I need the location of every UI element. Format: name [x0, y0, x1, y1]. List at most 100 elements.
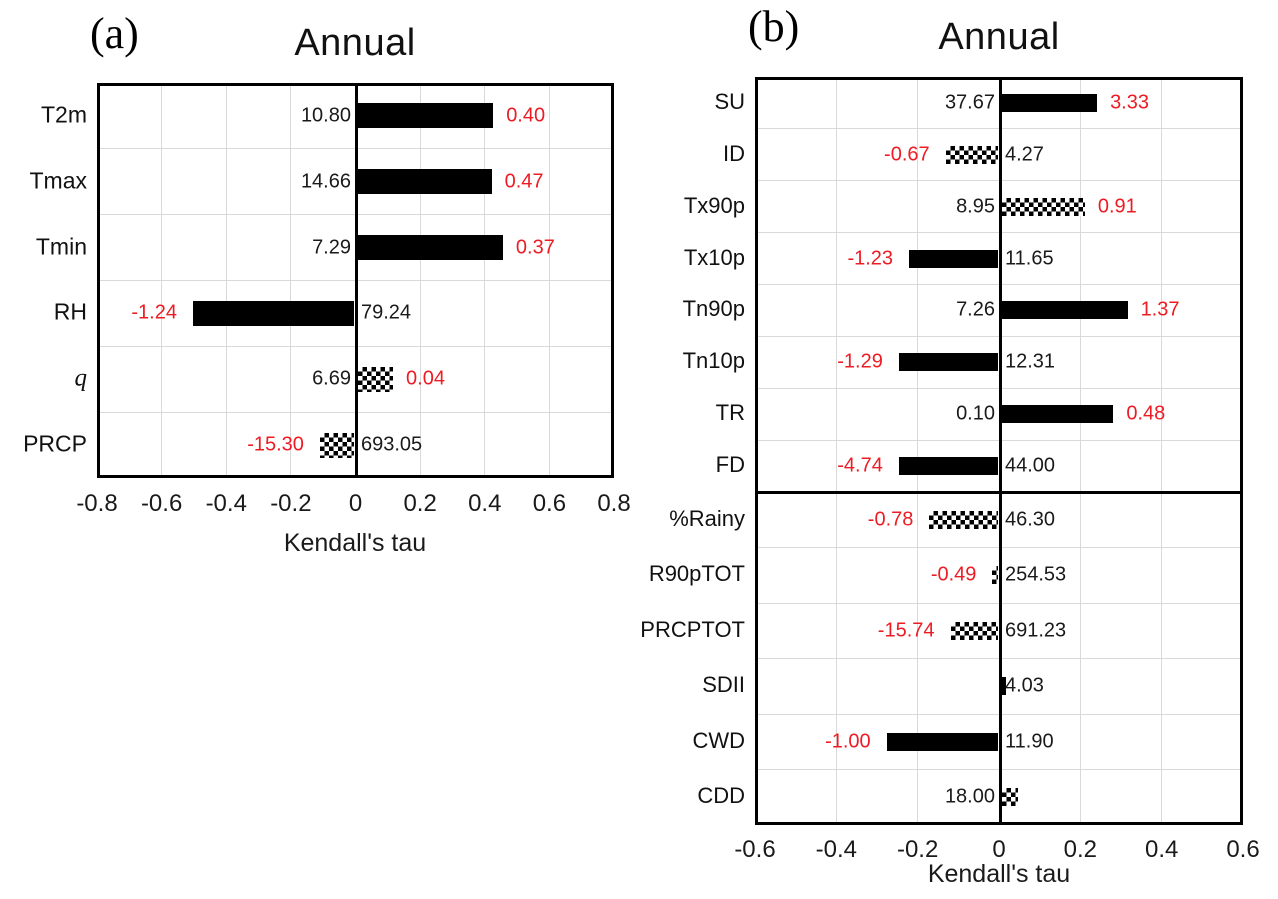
mean-value-label: 44.00: [1005, 454, 1056, 477]
tau-bar-tx90p: [1001, 197, 1085, 216]
mean-value-label: 254.53: [1005, 563, 1067, 586]
mean-value-label: 6.69: [312, 367, 351, 390]
slope-value-label: -1.29: [837, 350, 883, 373]
slope-value-label: -15.74: [877, 619, 935, 642]
panel-a-x-axis-title: Kendall's tau: [283, 529, 427, 557]
x-tick-label: 0: [348, 490, 363, 517]
slope-value-label: -15.30: [247, 433, 304, 456]
slope-value-label: -1.00: [825, 730, 871, 753]
slope-value-label: 0.47: [504, 170, 544, 193]
category-label-tn90p: Tn90p: [682, 296, 745, 322]
tau-bar-prcptot: [950, 621, 999, 640]
tau-bar-r90ptot: [992, 566, 999, 585]
category-label-tx10p: Tx10p: [683, 244, 745, 270]
category-label-tmin: Tmin: [35, 232, 87, 259]
mean-value-label: 79.24: [361, 302, 412, 325]
tau-bar-q: [357, 366, 394, 392]
x-tick-label: -0.2: [270, 490, 312, 517]
slope-value-label: 3.33: [1110, 91, 1149, 114]
category-label-r90ptot: R90pTOT: [648, 561, 745, 587]
slope-value-label: -4.74: [837, 454, 883, 477]
category-label-cwd: CWD: [692, 727, 745, 753]
mean-value-label: 11.90: [1005, 730, 1054, 753]
slope-value-label: 1.37: [1140, 299, 1180, 322]
tau-bar-fd: [898, 457, 999, 476]
x-gridline: [1079, 80, 1081, 822]
x-tick-label: 0.2: [403, 490, 437, 517]
tau-bar-cwd: [886, 732, 999, 751]
mean-value-label: 8.95: [956, 195, 995, 218]
slope-value-label: -1.23: [847, 247, 894, 270]
tau-bar-cdd: [1001, 788, 1018, 807]
x-tick-label: -0.8: [76, 490, 118, 517]
tau-bar-tr: [1001, 405, 1114, 424]
panel-a-plot-area: 10.80 0.40 14.66 0.47 7.29 0.37 79.24 -1.24 6.69…: [97, 83, 614, 478]
tau-bar-id: [945, 145, 999, 164]
category-label-t2m: T2m: [41, 101, 87, 128]
tau-bar-t2m: [357, 103, 494, 129]
slope-value-label: 0.91: [1097, 195, 1137, 218]
slope-value-label: -1.24: [131, 302, 177, 325]
tau-bar-tx10p: [909, 249, 999, 268]
panel-b-title: Annual: [938, 16, 1060, 58]
slope-value-label: 0.40: [506, 104, 546, 127]
x-gridline: [1161, 80, 1163, 822]
panel-a-title: Annual: [294, 22, 416, 64]
x-tick-label: -0.6: [140, 490, 183, 517]
mean-value-label: 693.05: [361, 433, 423, 456]
category-label-prcp: PRCP: [23, 430, 87, 457]
x-tick-label: 0.2: [1063, 836, 1098, 863]
category-label-sdii: SDII: [702, 672, 745, 698]
mean-value-label: 4.03: [1005, 674, 1044, 697]
tau-bar-prcp: [319, 432, 355, 458]
x-tick-label: -0.4: [815, 836, 857, 863]
mean-value-label: 11.65: [1005, 247, 1054, 270]
x-tick-label: 0.4: [1144, 836, 1179, 863]
panel-a-letter: (a): [90, 9, 139, 58]
x-tick-label: 0.4: [468, 490, 502, 517]
tau-bar-rainy: [929, 510, 999, 529]
slope-value-label: 0.48: [1126, 402, 1166, 425]
tau-bar-tmin: [357, 235, 503, 261]
category-label-fd: FD: [715, 451, 745, 477]
mean-value-label: 18.00: [944, 785, 995, 808]
panel-b-x-axis-title: Kendall's tau: [927, 860, 1071, 888]
category-label-id: ID: [723, 140, 745, 166]
category-label-rh: RH: [53, 298, 87, 325]
category-label-tx90p: Tx90p: [683, 192, 745, 218]
tau-bar-tn10p: [898, 353, 999, 372]
category-label-cdd: CDD: [697, 783, 745, 809]
mean-value-label: 0.10: [956, 402, 995, 425]
slope-value-label: 0.37: [515, 236, 555, 259]
x-tick-label: 0: [992, 836, 1006, 863]
x-tick-label: -0.4: [205, 490, 247, 517]
slope-value-label: 0.04: [406, 367, 445, 390]
x-tick-label: -0.6: [734, 836, 776, 863]
x-gridline: [835, 80, 837, 822]
category-label-rainy: %Rainy: [669, 505, 745, 531]
mean-value-label: 46.30: [1005, 508, 1056, 531]
x-tick-label: 0.6: [1226, 836, 1260, 863]
zero-axis-line: [998, 80, 1002, 822]
category-label-su: SU: [714, 88, 745, 114]
mean-value-label: 4.27: [1005, 143, 1044, 166]
panel-b-plot-area: 37.67 3.33 4.27 -0.67 8.95 0.91 11.65 -1.23 7.26…: [755, 77, 1243, 825]
tau-bar-rh: [192, 300, 355, 326]
x-tick-label: -0.2: [896, 836, 939, 863]
slope-value-label: -0.67: [884, 143, 930, 166]
tau-bar-su: [1001, 93, 1098, 112]
tau-bar-sdii: [1001, 677, 1007, 696]
mean-value-label: 691.23: [1005, 619, 1067, 642]
slope-value-label: -0.78: [867, 508, 914, 531]
mean-value-label: 7.26: [956, 299, 995, 322]
category-label-tr: TR: [715, 400, 745, 426]
mean-value-label: 12.31: [1005, 350, 1056, 373]
mean-value-label: 14.66: [300, 170, 351, 193]
tau-bar-tmax: [357, 169, 492, 195]
category-label-tmax: Tmax: [29, 167, 88, 194]
zero-axis-line: [354, 86, 358, 475]
tau-bar-tn90p: [1001, 301, 1128, 320]
mean-value-label: 7.29: [312, 236, 351, 259]
category-label-tn10p: Tn10p: [682, 348, 745, 374]
